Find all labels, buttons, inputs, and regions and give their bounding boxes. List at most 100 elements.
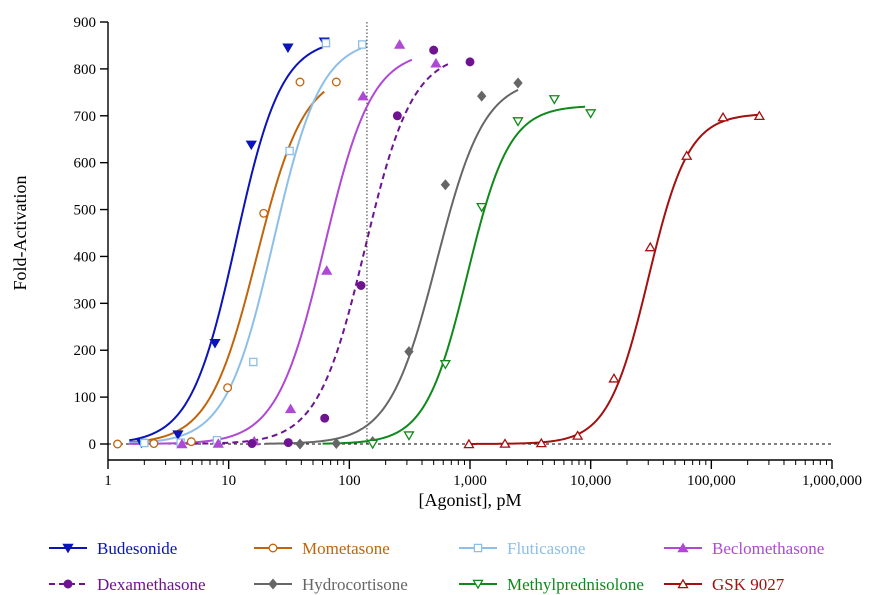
point-dexamethasone xyxy=(392,111,402,121)
point-gsk-9027 xyxy=(499,438,511,448)
point-fluticasone xyxy=(249,357,258,367)
point-gsk-9027 xyxy=(535,437,547,448)
x-tick-label: 100,000 xyxy=(687,473,736,489)
point-methylprednisolone xyxy=(585,109,597,119)
y-tick-label: 500 xyxy=(74,203,97,219)
point-hydrocortisone xyxy=(440,179,451,191)
legend-marker xyxy=(473,543,483,553)
point-budesonide xyxy=(282,43,294,54)
legend-label: Methylprednisolone xyxy=(507,575,644,594)
y-tick-label: 600 xyxy=(74,156,97,172)
legend-label: Hydrocortisone xyxy=(302,575,408,594)
point-dexamethasone xyxy=(429,45,439,55)
legend: Budesonide Mometasone Fluticasone Beclometh… xyxy=(49,539,824,594)
point-beclomethasone xyxy=(176,438,188,449)
point-methylprednisolone xyxy=(403,431,415,441)
y-tick-label: 0 xyxy=(89,437,97,453)
point-beclomethasone xyxy=(357,90,369,101)
curve-dexamethasone xyxy=(192,61,452,445)
point-dexamethasone xyxy=(356,281,366,290)
point-mometasone xyxy=(259,208,269,218)
point-dexamethasone xyxy=(465,57,475,67)
point-methylprednisolone xyxy=(367,439,379,450)
point-fluticasone xyxy=(140,438,149,448)
point-hydrocortisone xyxy=(295,438,305,450)
x-tick-label: 1,000 xyxy=(453,473,487,489)
point-fluticasone xyxy=(358,40,367,49)
legend-item-hydrocortisone: Hydrocortisone xyxy=(254,575,408,594)
legend-marker xyxy=(472,579,484,590)
reference-lines xyxy=(108,22,832,445)
legend-marker xyxy=(268,543,278,553)
point-methylprednisolone xyxy=(512,117,524,127)
point-gsk-9027 xyxy=(608,373,620,383)
point-hydrocortisone xyxy=(404,346,414,358)
point-mometasone xyxy=(223,383,233,393)
legend-marker xyxy=(62,543,74,554)
point-mometasone xyxy=(331,77,341,87)
x-tick-label: 10 xyxy=(221,473,236,489)
point-mometasone xyxy=(113,439,123,449)
y-tick-label: 700 xyxy=(74,109,97,125)
point-beclomethasone xyxy=(212,438,224,448)
x-tick-label: 100 xyxy=(338,473,361,489)
point-dexamethasone xyxy=(320,413,330,423)
point-beclomethasone xyxy=(393,39,406,49)
y-tick-label: 100 xyxy=(74,390,97,406)
x-tick-label: 1,000,000 xyxy=(802,473,862,489)
y-tick-label: 400 xyxy=(74,249,97,265)
curve-mometasone xyxy=(129,90,325,444)
curve-hydrocortisone xyxy=(264,89,519,445)
point-fluticasone xyxy=(285,146,294,156)
point-budesonide xyxy=(209,338,221,349)
x-tick-label: 10,000 xyxy=(570,473,611,489)
point-methylprednisolone xyxy=(548,95,560,105)
point-mometasone xyxy=(295,77,305,87)
legend-label: Mometasone xyxy=(302,539,390,558)
point-beclomethasone xyxy=(321,265,333,275)
point-beclomethasone xyxy=(284,403,297,414)
point-gsk-9027 xyxy=(717,111,729,122)
point-beclomethasone xyxy=(430,57,442,68)
curve-budesonide xyxy=(129,46,323,442)
y-tick-label: 200 xyxy=(74,343,97,359)
point-gsk-9027 xyxy=(753,110,765,121)
point-mometasone xyxy=(149,439,159,449)
legend-item-beclomethasone: Beclomethasone xyxy=(664,539,824,558)
legend-label: Beclomethasone xyxy=(712,539,824,558)
fitted-curves xyxy=(129,46,760,445)
x-tick-label: 1 xyxy=(104,473,112,489)
legend-label: Fluticasone xyxy=(507,539,585,558)
axes: 0 100 200 300 400 500 600 700 800 900 1 10 100 1,000 1… xyxy=(74,15,863,489)
legend-marker xyxy=(63,579,73,589)
legend-label: Budesonide xyxy=(97,539,177,558)
curve-fluticasone xyxy=(129,47,362,445)
y-tick-label: 900 xyxy=(74,15,97,31)
legend-item-budesonide: Budesonide xyxy=(49,539,177,558)
point-hydrocortisone xyxy=(331,438,341,450)
data-points xyxy=(113,37,765,450)
point-gsk-9027 xyxy=(681,150,693,160)
point-dexamethasone xyxy=(247,439,257,449)
legend-item-dexamethasone: Dexamethasone xyxy=(49,575,206,594)
point-hydrocortisone xyxy=(513,77,523,89)
point-hydrocortisone xyxy=(477,90,487,102)
curve-gsk-9027 xyxy=(467,113,760,445)
point-budesonide xyxy=(245,140,257,151)
x-axis-title: [Agonist], pM xyxy=(419,490,522,510)
y-tick-label: 800 xyxy=(74,62,97,78)
legend-marker xyxy=(268,578,278,590)
point-gsk-9027 xyxy=(463,438,475,449)
curve-methylprednisolone xyxy=(322,105,586,445)
point-dexamethasone xyxy=(283,438,293,448)
point-gsk-9027 xyxy=(572,430,584,440)
point-fluticasone xyxy=(321,38,331,48)
legend-item-fluticasone: Fluticasone xyxy=(459,539,585,558)
point-methylprednisolone xyxy=(439,360,452,370)
legend-item-gsk-9027: GSK 9027 xyxy=(664,575,785,594)
curve-beclomethasone xyxy=(129,58,413,445)
point-methylprednisolone xyxy=(476,202,488,213)
legend-marker xyxy=(677,542,689,553)
point-gsk-9027 xyxy=(644,241,656,252)
